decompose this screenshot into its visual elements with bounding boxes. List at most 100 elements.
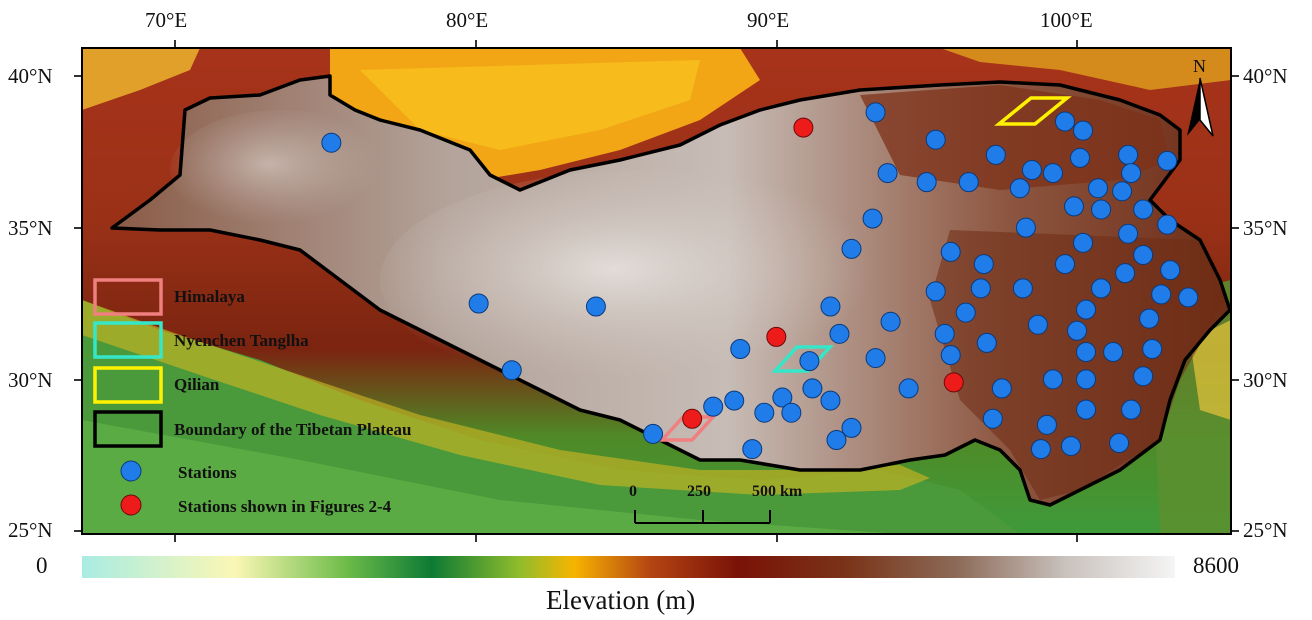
station-fig-marker: [682, 408, 703, 429]
station-marker: [1063, 196, 1084, 217]
station-marker: [1054, 111, 1075, 132]
station-marker: [1088, 178, 1109, 199]
legend-himalaya-swatch: [93, 278, 163, 316]
station-marker: [1076, 399, 1097, 420]
station-marker: [1118, 144, 1139, 165]
station-marker: [1133, 244, 1154, 265]
legend-stations-label: Stations: [178, 463, 237, 482]
station-marker: [1076, 342, 1097, 363]
station-marker: [826, 430, 847, 450]
station-marker: [958, 172, 979, 193]
station-marker: [985, 144, 1006, 165]
station-marker: [754, 402, 775, 423]
scale-label-250: 250: [687, 483, 711, 500]
colorbar-title: Elevation (m): [546, 585, 696, 615]
station-marker: [1027, 314, 1048, 335]
x-tick-80e-top: 80°E: [446, 8, 489, 32]
station-marker: [585, 296, 606, 317]
x-tick-90e-top: 90°E: [747, 8, 790, 32]
legend-boundary-label: Boundary of the Tibetan Plateau: [174, 420, 412, 439]
station-marker: [880, 311, 901, 332]
station-marker: [1160, 260, 1181, 281]
elevation-colorbar: [82, 556, 1175, 578]
axis-ticks: [74, 40, 1239, 542]
station-marker: [468, 293, 489, 314]
station-marker: [1133, 199, 1154, 220]
legend-symbols: [93, 278, 163, 516]
station-marker: [1060, 436, 1081, 457]
legend-stations-fig-label: Stations shown in Figures 2-4: [178, 497, 392, 516]
legend-qilian-swatch: [93, 366, 163, 404]
station-marker: [1070, 147, 1091, 168]
station-marker: [1076, 369, 1097, 390]
y-tick-40n-left: 40°N: [8, 64, 53, 88]
station-marker: [1021, 160, 1042, 181]
station-marker: [1112, 181, 1133, 202]
station-marker: [643, 423, 664, 444]
station-marker: [865, 348, 886, 369]
himalaya-region: [658, 415, 717, 442]
station-marker: [1067, 320, 1087, 341]
station-marker: [1036, 414, 1057, 435]
station-marker: [973, 254, 994, 275]
station-marker: [862, 208, 883, 229]
station-marker: [1030, 439, 1051, 460]
station-marker: [1139, 308, 1160, 329]
scale-label-500: 500 km: [752, 483, 803, 500]
station-marker: [925, 281, 946, 302]
station-marker: [877, 163, 898, 184]
legend-nyenchen-swatch: [93, 321, 163, 359]
station-marker: [934, 323, 955, 344]
station-marker: [703, 396, 724, 417]
y-tick-25n-right: 25°N: [1243, 518, 1288, 542]
north-arrow-icon: [1187, 77, 1214, 137]
qilian-region: [994, 96, 1072, 126]
y-tick-35n-left: 35°N: [8, 216, 53, 240]
station-marker: [1103, 342, 1124, 363]
station-marker: [970, 278, 991, 299]
station-marker: [1109, 433, 1130, 454]
station-marker: [1073, 232, 1094, 253]
station-marker: [1076, 299, 1097, 320]
station-marker: [1157, 150, 1178, 171]
station-marker: [955, 302, 976, 323]
legend-qilian-label: Qilian: [174, 375, 220, 394]
station-marker: [829, 323, 850, 344]
y-tick-40n-right: 40°N: [1243, 64, 1288, 88]
station-marker: [940, 241, 961, 262]
station-marker: [1054, 254, 1075, 275]
legend-himalaya-label: Himalaya: [174, 287, 245, 306]
y-tick-30n-left: 30°N: [8, 368, 53, 392]
legend-boundary-swatch: [93, 410, 163, 448]
station-marker: [991, 378, 1012, 399]
x-tick-70e-top: 70°E: [145, 8, 188, 32]
station-marker: [841, 238, 862, 259]
station-marker: [1151, 284, 1172, 305]
y-tick-25n-left: 25°N: [8, 518, 53, 542]
station-marker: [1157, 214, 1178, 235]
station-marker: [1015, 217, 1036, 238]
station-marker: [501, 360, 522, 381]
station-marker: [1042, 163, 1063, 184]
station-marker: [1091, 199, 1112, 220]
station-marker: [976, 332, 997, 353]
station-marker: [820, 296, 841, 317]
station-marker: [898, 378, 919, 399]
station-marker: [799, 351, 820, 372]
x-tick-100e-top: 100°E: [1040, 8, 1093, 32]
y-tick-35n-right: 35°N: [1243, 216, 1288, 240]
station-marker: [781, 402, 802, 423]
station-marker: [802, 378, 823, 399]
station-marker: [982, 408, 1003, 429]
plateau-boundary: [110, 74, 1232, 507]
station-marker: [841, 417, 862, 438]
station-fig-marker: [943, 372, 964, 393]
station-marker: [865, 102, 886, 123]
station-fig-marker: [766, 326, 787, 347]
nyenchen-region: [771, 345, 834, 373]
legend-nyenchen-label: Nyenchen Tanglha: [174, 331, 309, 350]
station-marker: [1121, 399, 1142, 420]
station-marker: [724, 390, 745, 411]
